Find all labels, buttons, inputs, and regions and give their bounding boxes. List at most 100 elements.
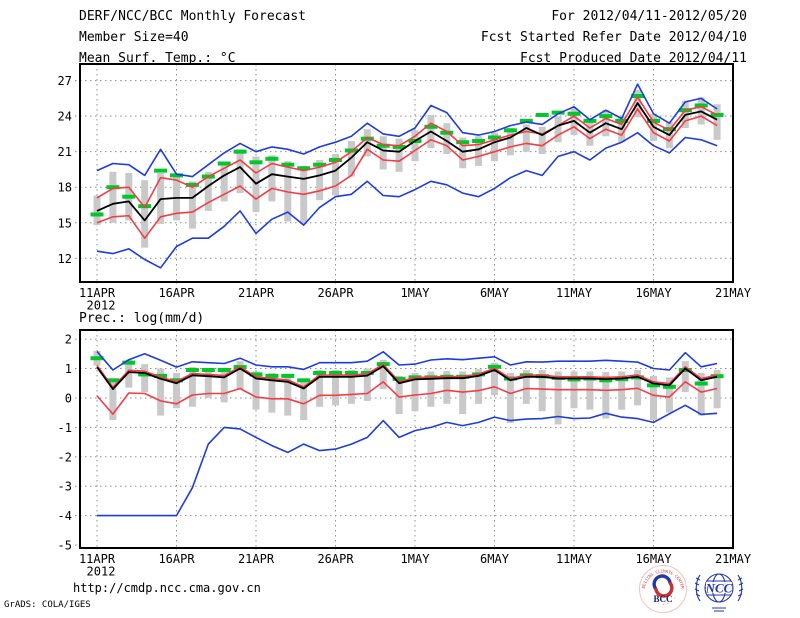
spread-bar bbox=[427, 371, 435, 407]
spread-bar bbox=[491, 132, 498, 162]
series-line-upper-quartile bbox=[96, 363, 718, 389]
spread-bar bbox=[188, 367, 196, 407]
plot-border bbox=[79, 329, 734, 549]
y-tick-label: 24 bbox=[58, 110, 72, 124]
spread-bar bbox=[650, 375, 657, 421]
x-tick-label: 26APR bbox=[317, 286, 354, 300]
plot-border bbox=[79, 63, 734, 283]
series-line-ensemble-min bbox=[97, 404, 718, 517]
spread-bar bbox=[538, 370, 546, 412]
series-lower-quartile bbox=[96, 381, 718, 415]
spread-bar bbox=[363, 368, 371, 401]
series-reference bbox=[90, 356, 724, 389]
series-ensemble-max bbox=[96, 83, 718, 178]
spread-bar bbox=[204, 368, 212, 398]
spread-bar bbox=[554, 116, 562, 143]
spread-bar bbox=[316, 159, 324, 201]
spread-bar bbox=[475, 369, 483, 404]
x-tick-label: 21MAY bbox=[715, 552, 752, 566]
spread-bar bbox=[443, 370, 451, 404]
spread-bar bbox=[475, 136, 483, 166]
y-tick-label: -3 bbox=[58, 480, 72, 494]
spread-bar bbox=[109, 378, 117, 421]
x-tick-label: 6MAY bbox=[480, 286, 510, 300]
spread-bar bbox=[491, 362, 498, 396]
spread-bar bbox=[125, 359, 133, 388]
spread-bar bbox=[411, 130, 419, 162]
page-title: DERF/NCC/BCC Monthly Forecast bbox=[79, 9, 306, 24]
source-url: http://cmdp.ncc.cma.gov.cn bbox=[73, 581, 261, 595]
spread-bar bbox=[538, 126, 546, 155]
ncc-label-band bbox=[706, 582, 732, 593]
x-tick-label: 16MAY bbox=[635, 286, 672, 300]
member-size-label: Member Size=40 bbox=[79, 30, 189, 45]
spread-bar bbox=[252, 371, 260, 410]
x-tick-label: 26APR bbox=[317, 552, 354, 566]
spread-bar bbox=[506, 372, 514, 423]
x-year-label: 2012 bbox=[87, 565, 116, 579]
spread-bar bbox=[268, 155, 276, 202]
forecast-range-label: For 2012/04/11-2012/05/20 bbox=[551, 9, 747, 24]
spread-bar bbox=[316, 370, 324, 407]
bcc-logo-ring bbox=[639, 565, 687, 613]
spread-bar bbox=[522, 370, 530, 404]
x-tick-label: 6MAY bbox=[480, 552, 510, 566]
spread-bar bbox=[697, 372, 705, 416]
series-ensemble-mean bbox=[96, 102, 718, 222]
spread-bar bbox=[459, 137, 467, 169]
y-tick-label: 27 bbox=[58, 74, 72, 88]
x-tick-label: 11MAY bbox=[556, 552, 593, 566]
series-line-upper-quartile bbox=[96, 96, 718, 209]
x-tick-label: 21APR bbox=[238, 286, 275, 300]
series-reference bbox=[90, 93, 724, 217]
series-line-ensemble-mean bbox=[96, 365, 718, 390]
ensemble-spread-bars bbox=[93, 90, 721, 248]
spread-bar bbox=[236, 361, 244, 390]
x-tick-label: 1MAY bbox=[401, 286, 431, 300]
spread-bar bbox=[618, 371, 626, 410]
spread-bar bbox=[602, 372, 610, 419]
series-line-ensemble-max bbox=[96, 83, 718, 178]
spread-bar bbox=[443, 123, 451, 155]
spread-bar bbox=[220, 370, 228, 403]
spread-bar bbox=[522, 124, 530, 152]
ncc-logo-label: NCC bbox=[705, 581, 733, 596]
temperature-panel-title: Mean Surf. Temp.: °C bbox=[79, 51, 236, 66]
series-line-lower-quartile bbox=[96, 381, 718, 415]
series-line-ensemble-max bbox=[96, 350, 718, 371]
x-tick-label: 11APR bbox=[79, 552, 116, 566]
fcst-start-date-label: Fcst Started Refer Date 2012/04/10 bbox=[480, 30, 747, 45]
spread-bar bbox=[411, 372, 419, 412]
y-tick-label: -5 bbox=[58, 539, 72, 553]
spread-bar bbox=[681, 361, 689, 393]
y-tick-label: -4 bbox=[58, 509, 72, 523]
spread-bar bbox=[109, 171, 117, 223]
spread-bar bbox=[141, 180, 149, 248]
series-line-lower-quartile bbox=[96, 108, 718, 239]
spread-bar bbox=[347, 141, 355, 177]
spread-bar bbox=[332, 154, 339, 196]
spread-bar bbox=[395, 375, 403, 415]
x-tick-label: 16APR bbox=[158, 552, 195, 566]
spread-bar bbox=[284, 374, 292, 416]
y-tick-label: 18 bbox=[58, 181, 72, 195]
spread-bar bbox=[173, 372, 180, 409]
spread-bar bbox=[379, 359, 387, 390]
spread-bar bbox=[395, 138, 403, 172]
series-line-ensemble-min bbox=[96, 131, 718, 269]
y-tick-label: 12 bbox=[58, 252, 72, 266]
x-tick-label: 21APR bbox=[238, 552, 275, 566]
spread-bar bbox=[379, 136, 387, 170]
y-tick-label: 1 bbox=[65, 362, 72, 376]
series-ensemble-max bbox=[96, 350, 718, 371]
x-tick-label: 11MAY bbox=[556, 286, 593, 300]
spread-bar bbox=[586, 371, 594, 410]
spread-bar bbox=[300, 380, 308, 421]
series-upper-quartile bbox=[96, 96, 718, 209]
bcc-logo-label: BCC bbox=[653, 594, 672, 604]
spread-bar bbox=[157, 368, 165, 416]
series-ensemble-min bbox=[96, 131, 718, 269]
spread-bar bbox=[204, 171, 212, 211]
x-tick-label: 1MAY bbox=[401, 552, 431, 566]
